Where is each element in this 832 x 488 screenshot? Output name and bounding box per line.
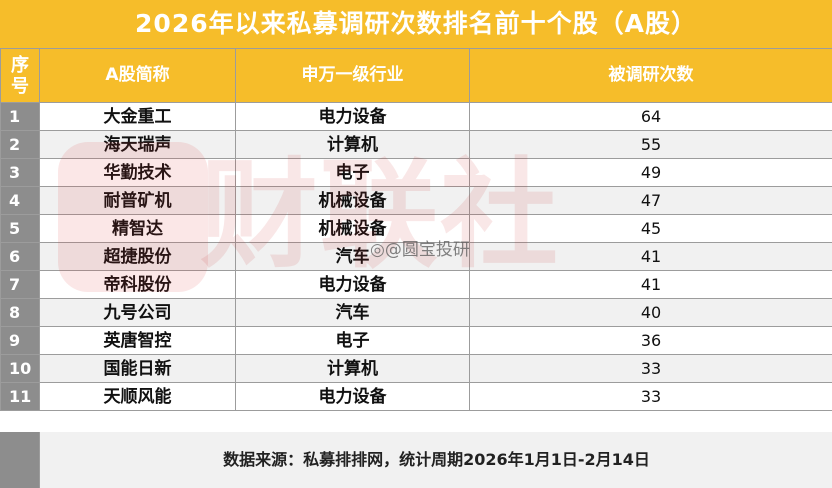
survey-count: 33 [469, 382, 832, 411]
footnote-index-cell [0, 432, 39, 488]
watermark-user: @圆宝投研 [384, 240, 470, 260]
weibo-watermark: ◎@圆宝投研 [370, 235, 470, 260]
industry-name: 汽车 [235, 242, 470, 271]
industry-name: 电力设备 [235, 102, 470, 131]
industry-name: 电子 [235, 326, 470, 355]
stock-name: 天顺风能 [39, 382, 236, 411]
industry-name: 计算机 [235, 354, 470, 383]
table-row: 10 国能日新 计算机 33 [0, 354, 832, 383]
stock-name: 帝科股份 [39, 270, 236, 299]
industry-name: 电力设备 [235, 270, 470, 299]
ranking-table: 序号 A股简称 申万一级行业 被调研次数 1 大金重工 电力设备 64 2 海天瑞声 计算机… [0, 48, 832, 411]
row-index: 1 [0, 102, 40, 131]
table-row: 2 海天瑞声 计算机 55 [0, 130, 832, 159]
stock-name: 精智达 [39, 214, 236, 243]
header-count: 被调研次数 [469, 48, 832, 103]
survey-count: 41 [469, 270, 832, 299]
industry-name: 机械设备 [235, 186, 470, 215]
table-row: 8 九号公司 汽车 40 [0, 298, 832, 327]
survey-count: 49 [469, 158, 832, 187]
survey-count: 45 [469, 214, 832, 243]
header-industry: 申万一级行业 [235, 48, 470, 103]
table-body: 1 大金重工 电力设备 64 2 海天瑞声 计算机 55 3 华勤技术 电子 49 4 耐普矿机 机械设备 4… [0, 102, 832, 411]
row-index: 2 [0, 130, 40, 159]
table-row: 9 英唐智控 电子 36 [0, 326, 832, 355]
header-index: 序号 [0, 48, 40, 103]
header-row: 序号 A股简称 申万一级行业 被调研次数 [0, 48, 832, 103]
cls-logo-icon [58, 142, 208, 292]
survey-count: 55 [469, 130, 832, 159]
row-index: 7 [0, 270, 40, 299]
row-index: 10 [0, 354, 40, 383]
row-index: 9 [0, 326, 40, 355]
survey-count: 41 [469, 242, 832, 271]
table-row: 3 华勤技术 电子 49 [0, 158, 832, 187]
stock-name: 超捷股份 [39, 242, 236, 271]
survey-count: 36 [469, 326, 832, 355]
survey-count: 47 [469, 186, 832, 215]
table-row: 7 帝科股份 电力设备 41 [0, 270, 832, 299]
row-index: 4 [0, 186, 40, 215]
stock-name: 英唐智控 [39, 326, 236, 355]
table-row: 5 精智达 机械设备 45 [0, 214, 832, 243]
weibo-icon: ◎ [370, 240, 385, 260]
industry-name: 电子 [235, 158, 470, 187]
header-name: A股简称 [39, 48, 236, 103]
stock-name: 国能日新 [39, 354, 236, 383]
industry-name: 电力设备 [235, 382, 470, 411]
table-row: 1 大金重工 电力设备 64 [0, 102, 832, 131]
watermark-brand: 财联社 [200, 146, 561, 284]
chart-title: 2026年以来私募调研次数排名前十个股（A股） [0, 0, 832, 48]
footnote-row: 数据来源：私募排排网，统计周期2026年1月1日-2月14日 [0, 432, 832, 488]
row-index: 5 [0, 214, 40, 243]
row-index: 6 [0, 242, 40, 271]
footnote: 数据来源：私募排排网，统计周期2026年1月1日-2月14日 [39, 432, 832, 488]
industry-name: 汽车 [235, 298, 470, 327]
table-row: 11 天顺风能 电力设备 33 [0, 382, 832, 411]
survey-count: 64 [469, 102, 832, 131]
stock-name: 九号公司 [39, 298, 236, 327]
survey-count: 33 [469, 354, 832, 383]
survey-count: 40 [469, 298, 832, 327]
table-row: 6 超捷股份 汽车 41 [0, 242, 832, 271]
industry-name: 计算机 [235, 130, 470, 159]
stock-name: 大金重工 [39, 102, 236, 131]
row-index: 3 [0, 158, 40, 187]
table-row: 4 耐普矿机 机械设备 47 [0, 186, 832, 215]
row-index: 11 [0, 382, 40, 411]
row-index: 8 [0, 298, 40, 327]
stock-name: 华勤技术 [39, 158, 236, 187]
